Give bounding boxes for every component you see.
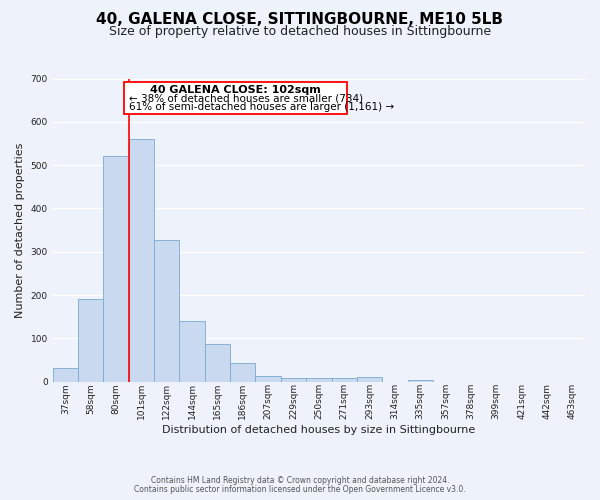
Text: 40, GALENA CLOSE, SITTINGBOURNE, ME10 5LB: 40, GALENA CLOSE, SITTINGBOURNE, ME10 5L… bbox=[97, 12, 503, 28]
X-axis label: Distribution of detached houses by size in Sittingbourne: Distribution of detached houses by size … bbox=[162, 425, 475, 435]
Bar bbox=[53, 368, 78, 382]
Bar bbox=[230, 364, 256, 382]
Bar bbox=[332, 378, 357, 382]
Bar bbox=[281, 378, 306, 382]
Bar bbox=[256, 376, 281, 382]
Bar bbox=[306, 378, 332, 382]
Bar bbox=[154, 240, 179, 382]
Text: ← 38% of detached houses are smaller (734): ← 38% of detached houses are smaller (73… bbox=[129, 94, 363, 104]
Bar bbox=[357, 377, 382, 382]
Bar bbox=[205, 344, 230, 382]
Bar bbox=[179, 321, 205, 382]
Bar bbox=[78, 300, 103, 382]
Text: Contains public sector information licensed under the Open Government Licence v3: Contains public sector information licen… bbox=[134, 484, 466, 494]
Text: 61% of semi-detached houses are larger (1,161) →: 61% of semi-detached houses are larger (… bbox=[129, 102, 394, 112]
FancyBboxPatch shape bbox=[124, 82, 347, 114]
Bar bbox=[129, 139, 154, 382]
Text: Contains HM Land Registry data © Crown copyright and database right 2024.: Contains HM Land Registry data © Crown c… bbox=[151, 476, 449, 485]
Text: 40 GALENA CLOSE: 102sqm: 40 GALENA CLOSE: 102sqm bbox=[150, 85, 320, 95]
Bar bbox=[407, 380, 433, 382]
Y-axis label: Number of detached properties: Number of detached properties bbox=[15, 142, 25, 318]
Bar bbox=[103, 156, 129, 382]
Text: Size of property relative to detached houses in Sittingbourne: Size of property relative to detached ho… bbox=[109, 25, 491, 38]
